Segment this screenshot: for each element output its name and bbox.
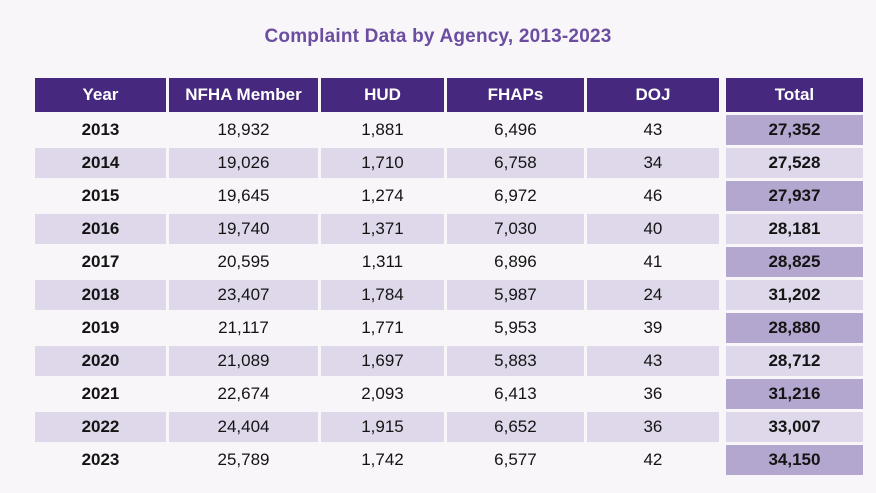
cell-hud: 1,881 — [361, 120, 404, 139]
cell-total: 27,352 — [721, 115, 863, 145]
table-body: 2013 18,932 1,881 6,496 43 27,352 2014 19,026 1,… — [35, 115, 863, 475]
cell-nfha-member: 23,407 — [168, 280, 319, 310]
cell-year: 2016 — [35, 214, 166, 244]
cell-year: 2019 — [81, 318, 120, 337]
cell-fhaps: 6,758 — [446, 148, 584, 178]
cell-doj: 43 — [586, 346, 719, 376]
cell-fhaps: 6,413 — [494, 384, 537, 403]
cell-fhaps: 6,652 — [446, 412, 584, 442]
cell-nfha-member: 20,595 — [217, 252, 270, 271]
column-header-nfha-member: NFHA Member — [168, 78, 319, 112]
cell-year: 2015 — [81, 186, 120, 205]
cell-year: 2023 — [81, 450, 120, 469]
column-header-year: Year — [35, 78, 166, 112]
table-row: 2016 19,740 1,371 7,030 40 28,181 — [35, 214, 863, 244]
cell-hud: 1,697 — [321, 346, 444, 376]
cell-nfha-member: 21,117 — [218, 318, 269, 337]
cell-year: 2014 — [35, 148, 166, 178]
cell-hud: 2,093 — [361, 384, 404, 403]
cell-total: 28,181 — [721, 214, 863, 244]
cell-hud: 1,915 — [321, 412, 444, 442]
cell-total: 31,202 — [721, 280, 863, 310]
column-header-fhaps: FHAPs — [446, 78, 584, 112]
cell-hud: 1,784 — [321, 280, 444, 310]
cell-year: 2018 — [35, 280, 166, 310]
complaint-data-table: Year NFHA Member HUD FHAPs DOJ Total 201… — [32, 75, 866, 478]
table-row: 2023 25,789 1,742 6,577 42 34,150 — [35, 445, 863, 475]
cell-fhaps: 5,883 — [446, 346, 584, 376]
cell-year: 2017 — [81, 252, 120, 271]
cell-doj: 43 — [643, 120, 663, 139]
cell-year: 2013 — [81, 120, 120, 139]
cell-fhaps: 6,972 — [494, 186, 537, 205]
column-header-hud: HUD — [321, 78, 444, 112]
table-row: 2014 19,026 1,710 6,758 34 27,528 — [35, 148, 863, 178]
column-header-doj: DOJ — [586, 78, 719, 112]
cell-fhaps: 6,896 — [494, 252, 537, 271]
cell-total: 28,880 — [721, 313, 863, 343]
table-row: 2017 20,595 1,311 6,896 41 28,825 — [35, 247, 863, 277]
cell-hud: 1,742 — [361, 450, 404, 469]
cell-nfha-member: 22,674 — [217, 384, 270, 403]
cell-doj: 36 — [643, 384, 663, 403]
cell-doj: 34 — [586, 148, 719, 178]
cell-total: 31,216 — [721, 379, 863, 409]
table-row: 2020 21,089 1,697 5,883 43 28,712 — [35, 346, 863, 376]
header-row: Year NFHA Member HUD FHAPs DOJ Total — [35, 78, 863, 112]
cell-year: 2021 — [81, 384, 120, 403]
cell-total: 34,150 — [721, 445, 863, 475]
table-row: 2021 22,674 2,093 6,413 36 31,216 — [35, 379, 863, 409]
cell-total: 33,007 — [721, 412, 863, 442]
cell-hud: 1,311 — [361, 252, 404, 271]
table-row: 2022 24,404 1,915 6,652 36 33,007 — [35, 412, 863, 442]
cell-nfha-member: 19,740 — [168, 214, 319, 244]
cell-doj: 46 — [643, 186, 663, 205]
cell-doj: 36 — [586, 412, 719, 442]
table-row: 2013 18,932 1,881 6,496 43 27,352 — [35, 115, 863, 145]
cell-nfha-member: 18,932 — [217, 120, 270, 139]
table-row: 2015 19,645 1,274 6,972 46 27,937 — [35, 181, 863, 211]
cell-fhaps: 6,496 — [494, 120, 537, 139]
cell-total: 28,825 — [721, 247, 863, 277]
cell-doj: 24 — [586, 280, 719, 310]
cell-fhaps: 6,577 — [494, 450, 537, 469]
cell-nfha-member: 19,026 — [168, 148, 319, 178]
column-header-total: Total — [721, 78, 863, 112]
cell-hud: 1,710 — [321, 148, 444, 178]
cell-doj: 40 — [586, 214, 719, 244]
cell-fhaps: 5,953 — [494, 318, 537, 337]
cell-year: 2020 — [35, 346, 166, 376]
cell-total: 28,712 — [721, 346, 863, 376]
cell-nfha-member: 19,645 — [217, 186, 270, 205]
cell-nfha-member: 21,089 — [168, 346, 319, 376]
cell-doj: 42 — [643, 450, 663, 469]
table-row: 2018 23,407 1,784 5,987 24 31,202 — [35, 280, 863, 310]
cell-total: 27,528 — [721, 148, 863, 178]
cell-hud: 1,371 — [321, 214, 444, 244]
cell-fhaps: 5,987 — [446, 280, 584, 310]
cell-doj: 41 — [643, 252, 663, 271]
cell-year: 2022 — [35, 412, 166, 442]
table-row: 2019 21,117 1,771 5,953 39 28,880 — [35, 313, 863, 343]
cell-doj: 39 — [643, 318, 663, 337]
cell-hud: 1,274 — [361, 186, 404, 205]
page-title: Complaint Data by Agency, 2013-2023 — [264, 26, 612, 47]
data-table: Year NFHA Member HUD FHAPs DOJ Total 201… — [32, 75, 866, 478]
cell-fhaps: 7,030 — [446, 214, 584, 244]
cell-hud: 1,771 — [361, 318, 404, 337]
cell-total: 27,937 — [721, 181, 863, 211]
cell-nfha-member: 24,404 — [168, 412, 319, 442]
cell-nfha-member: 25,789 — [217, 450, 270, 469]
